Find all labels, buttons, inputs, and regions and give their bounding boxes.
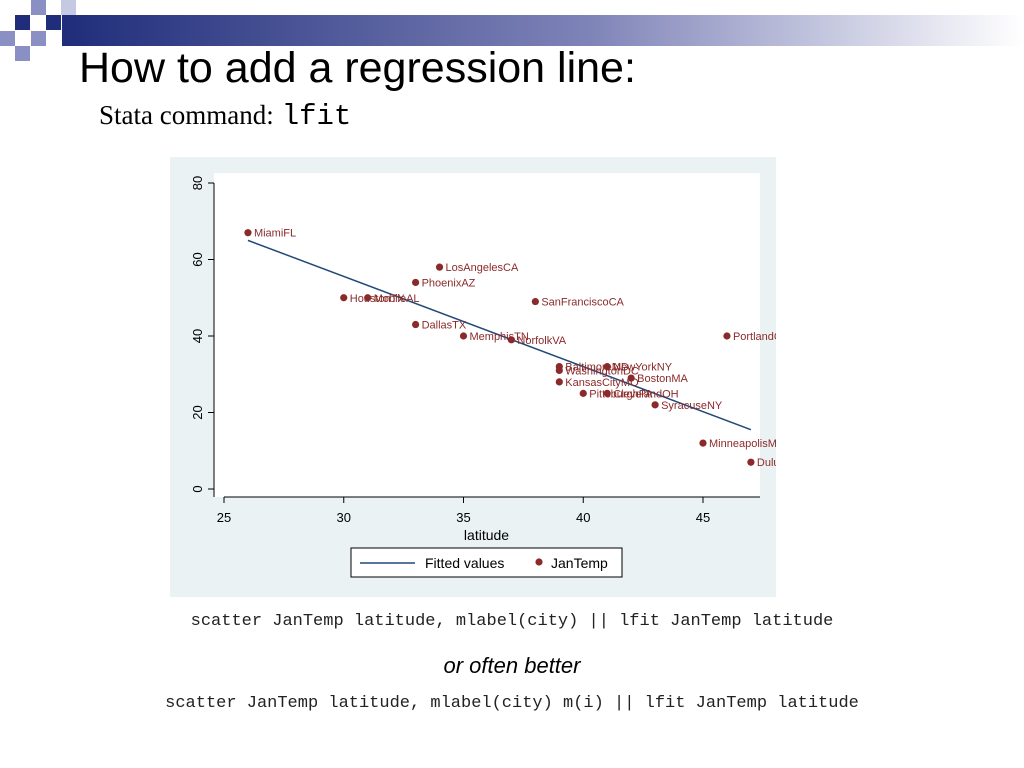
point-label: PortlandOR	[733, 331, 776, 343]
point-label: BaltimoreMD	[565, 362, 629, 374]
deco-square	[0, 0, 15, 15]
data-point	[412, 320, 420, 329]
y-tick-label: 20	[190, 405, 205, 419]
legend-marker-swatch	[535, 558, 543, 566]
slide-subtitle: Stata command: lfit	[99, 98, 351, 134]
data-point	[699, 439, 707, 447]
data-point	[435, 263, 444, 271]
point-label: LosAngelesCA	[446, 262, 519, 274]
x-tick-label: 40	[576, 510, 590, 525]
fitted-line	[247, 239, 752, 431]
data-point	[507, 336, 515, 344]
point-label: DallasTX	[422, 320, 467, 332]
chart-svg: 0 20 40 60 80 25 30 35 40 45 latitude MiamiFL LosAng…	[170, 157, 776, 597]
x-tick-label: 25	[217, 510, 231, 525]
data-point	[555, 366, 563, 375]
subtitle-text: Stata command:	[99, 100, 274, 130]
point-label: SanFranciscoCA	[541, 297, 624, 309]
point-label: MiamiFL	[254, 228, 296, 240]
y-tick-label: 80	[190, 176, 205, 190]
command-text-1: scatter JanTemp latitude, mlabel(city) |…	[190, 612, 834, 631]
data-point	[459, 332, 468, 340]
legend-label-fitted: Fitted values	[425, 555, 504, 571]
data-point	[747, 458, 755, 466]
point-label: HoustonTX	[350, 293, 406, 305]
deco-square	[31, 31, 46, 46]
data-point	[555, 378, 563, 386]
plot-area	[214, 173, 760, 497]
point-label: DuluthMN	[757, 457, 776, 469]
slide-title: How to add a regression line:	[79, 44, 636, 92]
point-label: PhoenixAZ	[422, 277, 476, 289]
point-label: ClevelandOH	[613, 388, 678, 400]
deco-square	[61, 0, 76, 15]
point-label: MobileAL	[374, 293, 420, 305]
or-often-better-text: or often better	[443, 653, 581, 678]
scatter-chart: 0 20 40 60 80 25 30 35 40 45 latitude MiamiFL LosAng…	[170, 157, 776, 597]
data-point	[364, 294, 372, 302]
point-label: NewYorkNY	[613, 362, 673, 374]
point-label: NorfolkVA	[517, 335, 566, 347]
data-point	[723, 332, 731, 340]
deco-square	[15, 46, 30, 61]
data-point	[579, 389, 587, 397]
x-axis-title: latitude	[464, 527, 509, 543]
data-point	[412, 278, 420, 287]
legend-label-jantemp: JanTemp	[551, 555, 608, 571]
deco-square	[46, 15, 61, 30]
x-tick-label: 45	[696, 510, 710, 525]
point-label: BostonMA	[637, 373, 688, 385]
data-point	[603, 389, 611, 397]
deco-square	[0, 31, 15, 46]
point-label: KansasCityMO	[565, 377, 639, 389]
data-point	[603, 363, 611, 371]
subtitle-code: lfit	[281, 100, 352, 133]
y-tick-label: 40	[190, 329, 205, 343]
deco-square	[31, 0, 46, 15]
x-tick-label: 30	[337, 510, 351, 525]
y-tick-label: 0	[190, 485, 205, 492]
data-point	[340, 294, 348, 302]
point-label: SyracuseNY	[661, 400, 723, 412]
point-label: WashingtonDC	[565, 365, 639, 377]
y-tick-label: 60	[190, 252, 205, 266]
x-tick-label: 35	[456, 510, 470, 525]
data-point	[651, 401, 659, 409]
data-point	[627, 374, 635, 382]
decorative-header	[0, 0, 1024, 61]
deco-square	[15, 15, 30, 30]
data-point	[244, 229, 252, 237]
data-point	[531, 297, 539, 306]
point-label: MinneapolisMN	[709, 438, 776, 450]
command-text-2: scatter JanTemp latitude, mlabel(city) m…	[165, 694, 859, 713]
header-gradient-band	[62, 15, 1024, 46]
